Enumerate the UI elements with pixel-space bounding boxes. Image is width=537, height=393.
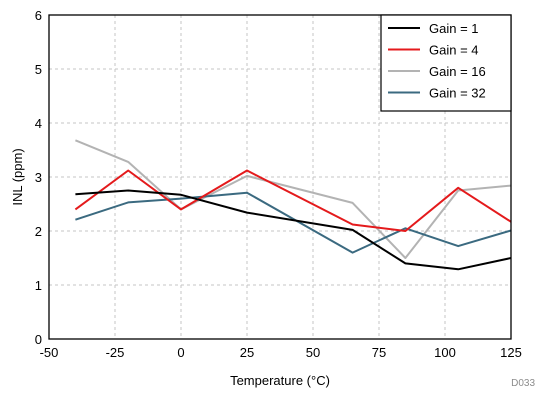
series-line-gain-32 bbox=[75, 191, 512, 254]
y-tick-label: 5 bbox=[35, 62, 42, 77]
legend-label: Gain = 32 bbox=[429, 86, 486, 101]
series-line-gain-1 bbox=[75, 189, 512, 271]
legend-box bbox=[380, 14, 512, 112]
x-tick-label: 0 bbox=[177, 345, 184, 360]
y-tick-label: 6 bbox=[35, 8, 42, 23]
x-tick-label: 125 bbox=[500, 345, 522, 360]
x-tick-label: 100 bbox=[434, 345, 456, 360]
figure-id: D033 bbox=[511, 378, 535, 389]
y-tick-label: 4 bbox=[35, 116, 42, 131]
plot-area-frame bbox=[48, 14, 512, 340]
y-axis-title: INL (ppm) bbox=[10, 148, 25, 205]
x-tick-label: 50 bbox=[306, 345, 320, 360]
legend-label: Gain = 16 bbox=[429, 64, 486, 79]
y-tick-label: 2 bbox=[35, 224, 42, 239]
x-axis-title: Temperature (°C) bbox=[230, 373, 330, 388]
series-lines bbox=[74, 139, 512, 271]
x-tick-label: 75 bbox=[372, 345, 386, 360]
legend: Gain = 1 Gain = 4 Gain = 16 Gain = 32 bbox=[380, 14, 512, 112]
tick-labels: -50 -25 0 25 50 75 100 125 0 1 2 3 4 5 6 bbox=[35, 8, 522, 360]
x-tick-label: -25 bbox=[106, 345, 125, 360]
x-tick-label: 25 bbox=[240, 345, 254, 360]
series-line-gain-4 bbox=[74, 169, 512, 232]
legend-label: Gain = 1 bbox=[429, 21, 479, 36]
series-line-gain-16 bbox=[75, 139, 512, 259]
legend-label: Gain = 4 bbox=[429, 43, 479, 58]
y-tick-label: 1 bbox=[35, 278, 42, 293]
y-tick-label: 0 bbox=[35, 332, 42, 347]
x-tick-label: -50 bbox=[40, 345, 59, 360]
y-tick-label: 3 bbox=[35, 170, 42, 185]
